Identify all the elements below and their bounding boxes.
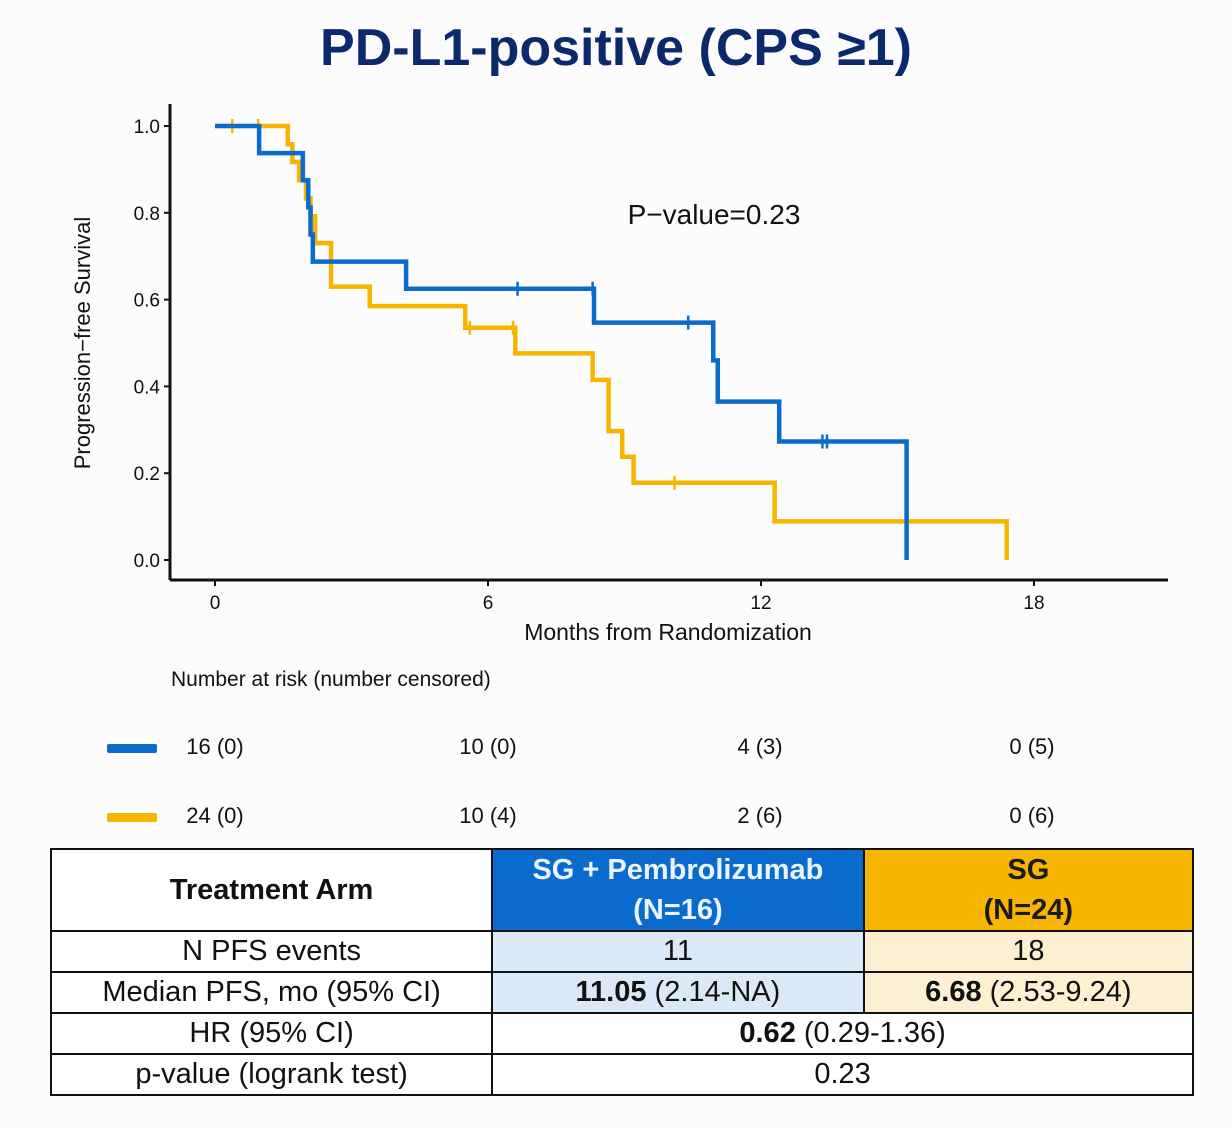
km-plot: 0.0 0.2 0.4 0.6 0.8 1.0 0 6 12 18 Progression−fre… bbox=[70, 104, 1168, 645]
cell-sg: 18 bbox=[862, 930, 1195, 973]
header-sg-name: SG bbox=[1007, 854, 1050, 886]
risk-value: 0 (6) bbox=[1009, 803, 1055, 828]
header-sg-n: (N=24) bbox=[983, 894, 1074, 926]
median-value: 6.68 bbox=[925, 976, 982, 1008]
y-tick-label: 0.8 bbox=[134, 204, 160, 225]
header-sg-pembro-name: SG + Pembrolizumab bbox=[532, 854, 824, 886]
summary-table: Treatment Arm SG + Pembrolizumab (N=16) … bbox=[49, 848, 1195, 1096]
header-sg: SG (N=24) bbox=[862, 848, 1195, 932]
risk-value: 16 (0) bbox=[186, 734, 244, 759]
row-label: Median PFS, mo (95% CI) bbox=[49, 971, 494, 1014]
y-axis-label: Progression−free Survival bbox=[70, 217, 95, 470]
ci-value: (2.14-NA) bbox=[646, 976, 781, 1008]
x-tick-label: 0 bbox=[210, 593, 221, 614]
y-tick-label: 0.6 bbox=[134, 291, 160, 312]
row-label: p-value (logrank test) bbox=[49, 1053, 494, 1096]
cell-sg-pembro: 11 bbox=[491, 930, 865, 973]
y-tick-label: 0.4 bbox=[134, 377, 161, 398]
gold-legend-swatch bbox=[107, 813, 157, 822]
risk-value: 0 (5) bbox=[1009, 734, 1055, 759]
cell-sg: 6.68 (2.53-9.24) bbox=[862, 971, 1195, 1014]
header-sg-pembro: SG + Pembrolizumab (N=16) bbox=[491, 848, 865, 932]
risk-value: 24 (0) bbox=[186, 803, 244, 828]
table-row: HR (95% CI) 0.62 (0.29-1.36) bbox=[49, 1012, 1194, 1055]
risk-value: 2 (6) bbox=[737, 803, 783, 828]
risk-value: 4 (3) bbox=[737, 734, 783, 759]
risk-row-sg: 24 (0) 10 (4) 2 (6) 0 (6) bbox=[0, 803, 1232, 833]
row-label: HR (95% CI) bbox=[49, 1012, 494, 1055]
median-value: 11.05 bbox=[575, 976, 647, 1008]
hr-ci: (0.29-1.36) bbox=[795, 1017, 946, 1049]
risk-row-sg-pembro: 16 (0) 10 (0) 4 (3) 0 (5) bbox=[0, 734, 1232, 764]
summary-header-row: Treatment Arm SG + Pembrolizumab (N=16) … bbox=[49, 848, 1195, 932]
risk-value: 10 (0) bbox=[459, 734, 517, 759]
row-label: N PFS events bbox=[49, 930, 494, 973]
table-row: p-value (logrank test) 0.23 bbox=[49, 1053, 1194, 1096]
chart-title: PD-L1-positive (CPS ≥1) bbox=[320, 19, 912, 77]
risk-value: 10 (4) bbox=[459, 803, 517, 828]
blue-legend-swatch bbox=[107, 744, 157, 753]
table-row: Median PFS, mo (95% CI) 11.05 (2.14-NA) … bbox=[49, 971, 1195, 1014]
table-row: N PFS events 11 18 bbox=[49, 930, 1195, 973]
y-tick-label: 0.2 bbox=[134, 464, 160, 485]
y-tick-label: 1.0 bbox=[134, 117, 160, 138]
cell-pvalue: 0.23 bbox=[491, 1053, 1194, 1096]
header-treatment-arm: Treatment Arm bbox=[49, 848, 494, 932]
x-tick-label: 18 bbox=[1023, 593, 1044, 614]
header-sg-pembro-n: (N=16) bbox=[633, 894, 723, 926]
p-value-annotation: P−value=0.23 bbox=[628, 199, 801, 230]
curve-sg-pembro bbox=[215, 123, 909, 560]
hr-value: 0.62 bbox=[739, 1017, 796, 1049]
curve-sg bbox=[215, 123, 1009, 560]
survival-curves bbox=[215, 119, 1009, 560]
risk-table-heading: Number at risk (number censored) bbox=[171, 668, 491, 691]
x-tick-label: 12 bbox=[750, 593, 771, 614]
x-tick-label: 6 bbox=[483, 593, 494, 614]
ci-value: (2.53-9.24) bbox=[981, 976, 1132, 1008]
cell-sg-pembro: 11.05 (2.14-NA) bbox=[491, 971, 865, 1014]
y-tick-label: 0.0 bbox=[134, 551, 160, 572]
cell-hr: 0.62 (0.29-1.36) bbox=[491, 1012, 1194, 1055]
axes: 0.0 0.2 0.4 0.6 0.8 1.0 0 6 12 18 bbox=[134, 104, 1168, 614]
x-axis-label: Months from Randomization bbox=[524, 619, 812, 645]
